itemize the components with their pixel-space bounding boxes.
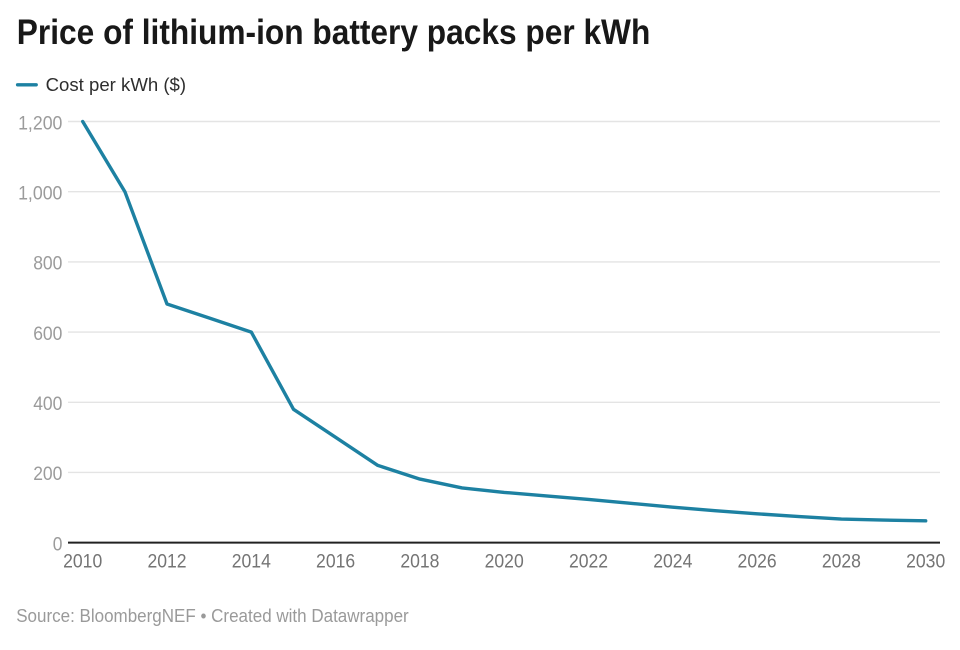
svg-text:2020: 2020 [485, 551, 524, 573]
svg-text:2018: 2018 [400, 551, 439, 573]
svg-text:2022: 2022 [569, 551, 608, 573]
svg-text:400: 400 [33, 393, 62, 415]
svg-text:2012: 2012 [147, 551, 186, 573]
svg-text:2024: 2024 [653, 551, 692, 573]
svg-text:200: 200 [33, 463, 62, 485]
svg-text:2016: 2016 [316, 551, 355, 573]
svg-text:2026: 2026 [738, 551, 777, 573]
svg-text:600: 600 [33, 323, 62, 345]
svg-text:800: 800 [33, 253, 62, 275]
svg-text:1,200: 1,200 [18, 112, 62, 134]
svg-text:Cost per kWh ($): Cost per kWh ($) [46, 75, 187, 95]
svg-text:2014: 2014 [232, 551, 271, 573]
svg-text:Source: BloombergNEF • Created: Source: BloombergNEF • Created with Data… [16, 605, 409, 626]
svg-text:2030: 2030 [906, 551, 945, 573]
svg-text:Price of lithium-ion battery p: Price of lithium-ion battery packs per k… [17, 13, 651, 52]
svg-text:0: 0 [53, 533, 63, 555]
svg-text:2010: 2010 [63, 551, 102, 573]
svg-text:2028: 2028 [822, 551, 861, 573]
svg-text:1,000: 1,000 [18, 182, 62, 204]
